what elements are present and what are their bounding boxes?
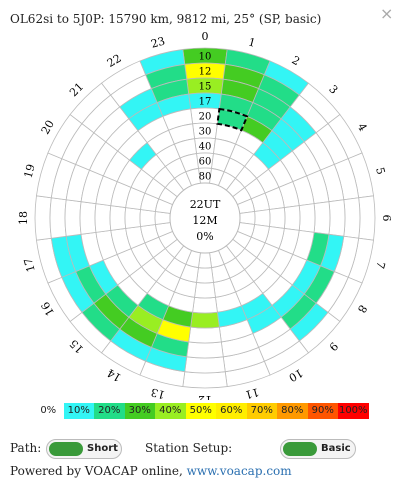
reliability-cell bbox=[186, 341, 224, 359]
reliability-cell bbox=[313, 201, 331, 235]
legend-swatch: 80% bbox=[277, 403, 308, 419]
reliability-cell bbox=[49, 197, 67, 239]
band-label: 30 bbox=[199, 127, 212, 138]
band-label: 60 bbox=[199, 157, 212, 168]
hour-label: 13 bbox=[150, 385, 167, 400]
band-label: 15 bbox=[199, 82, 212, 93]
reliability-cell bbox=[94, 203, 112, 233]
hour-label: 12 bbox=[198, 393, 212, 400]
footer-text: Powered by VOACAP online, bbox=[10, 464, 187, 478]
hour-label: 2 bbox=[289, 53, 302, 68]
path-label: Path: bbox=[10, 441, 42, 455]
band-label: 40 bbox=[199, 142, 212, 153]
hour-label: 7 bbox=[373, 260, 387, 270]
reliability-cell bbox=[358, 195, 376, 241]
reliability-cell bbox=[343, 197, 361, 239]
hour-label: 23 bbox=[150, 35, 167, 51]
legend-swatch: 50% bbox=[185, 403, 216, 419]
reliability-cell bbox=[192, 296, 218, 314]
setup-value: Basic bbox=[321, 443, 351, 454]
hour-label: 6 bbox=[380, 215, 393, 222]
center-label: 0% bbox=[196, 230, 213, 243]
hour-label: 18 bbox=[17, 211, 30, 225]
highlight-box bbox=[216, 107, 249, 132]
legend: 0% 10% 20% 30% 40% 50% 60% 70% 80% 90% 100% bbox=[33, 403, 371, 419]
toggle-knob bbox=[283, 442, 317, 456]
hour-label: 15 bbox=[67, 337, 86, 356]
legend-swatch: 60% bbox=[216, 403, 247, 419]
reliability-cell bbox=[196, 267, 214, 284]
legend-swatch: 10% bbox=[63, 403, 94, 419]
hour-label: 22 bbox=[105, 52, 124, 70]
path-toggle[interactable]: Short bbox=[46, 439, 122, 459]
legend-swatch: 40% bbox=[155, 403, 186, 419]
hour-label: 16 bbox=[39, 299, 57, 318]
reliability-cell bbox=[188, 326, 222, 344]
hour-label: 10 bbox=[286, 366, 305, 384]
reliability-cell bbox=[254, 209, 271, 227]
legend-swatch: 0% bbox=[33, 403, 64, 419]
footer-link[interactable]: www.voacap.com bbox=[186, 464, 292, 478]
title: OL62si to 5J0P: 15790 km, 9812 mi, 25° (… bbox=[10, 12, 322, 26]
hour-label: 1 bbox=[247, 36, 257, 50]
reliability-cell bbox=[194, 281, 216, 299]
center-label: 12M bbox=[192, 214, 217, 227]
reliability-cell bbox=[64, 199, 82, 237]
reliability-cell bbox=[298, 203, 316, 233]
hour-label: 19 bbox=[22, 163, 38, 180]
hour-label: 8 bbox=[355, 302, 370, 315]
footer: Powered by VOACAP online, www.voacap.com bbox=[10, 464, 292, 478]
legend-swatch: 90% bbox=[307, 403, 338, 419]
hour-label: 21 bbox=[67, 80, 86, 99]
reliability-cell bbox=[182, 371, 228, 389]
hour-label: 11 bbox=[244, 385, 261, 400]
hour-label: 4 bbox=[355, 121, 370, 134]
path-value: Short bbox=[87, 443, 118, 454]
band-label: 20 bbox=[199, 112, 212, 123]
reliability-cell bbox=[190, 311, 220, 329]
legend-swatch: 100% bbox=[338, 403, 369, 419]
hour-label: 14 bbox=[105, 366, 124, 384]
reliability-cell bbox=[268, 207, 286, 229]
reliability-cell bbox=[139, 209, 156, 227]
reliability-cell bbox=[34, 195, 52, 241]
reliability-cell bbox=[283, 205, 301, 231]
reliability-cell bbox=[109, 205, 127, 231]
band-label: 10 bbox=[199, 52, 212, 63]
band-label: 12 bbox=[199, 67, 212, 78]
hour-label: 5 bbox=[373, 166, 387, 176]
legend-swatch: 20% bbox=[94, 403, 125, 419]
toggle-knob bbox=[49, 442, 83, 456]
center-label: 22UT bbox=[190, 198, 221, 211]
hour-label: 3 bbox=[326, 83, 340, 97]
hour-label: 20 bbox=[39, 118, 57, 137]
setup-toggle[interactable]: Basic bbox=[280, 439, 356, 459]
reliability-cell bbox=[79, 201, 97, 235]
reliability-cell bbox=[124, 207, 142, 229]
reliability-cell bbox=[328, 199, 346, 237]
reliability-cell bbox=[184, 356, 226, 374]
band-label: 17 bbox=[199, 97, 212, 108]
band-label: 80 bbox=[199, 172, 212, 183]
legend-swatch: 70% bbox=[246, 403, 277, 419]
hour-label: 17 bbox=[22, 257, 38, 274]
hour-label: 9 bbox=[326, 339, 340, 353]
hour-label: 0 bbox=[202, 30, 209, 43]
setup-label: Station Setup: bbox=[145, 441, 233, 455]
center-circle bbox=[169, 182, 241, 254]
legend-swatch: 30% bbox=[124, 403, 155, 419]
close-button[interactable]: × bbox=[380, 4, 394, 23]
